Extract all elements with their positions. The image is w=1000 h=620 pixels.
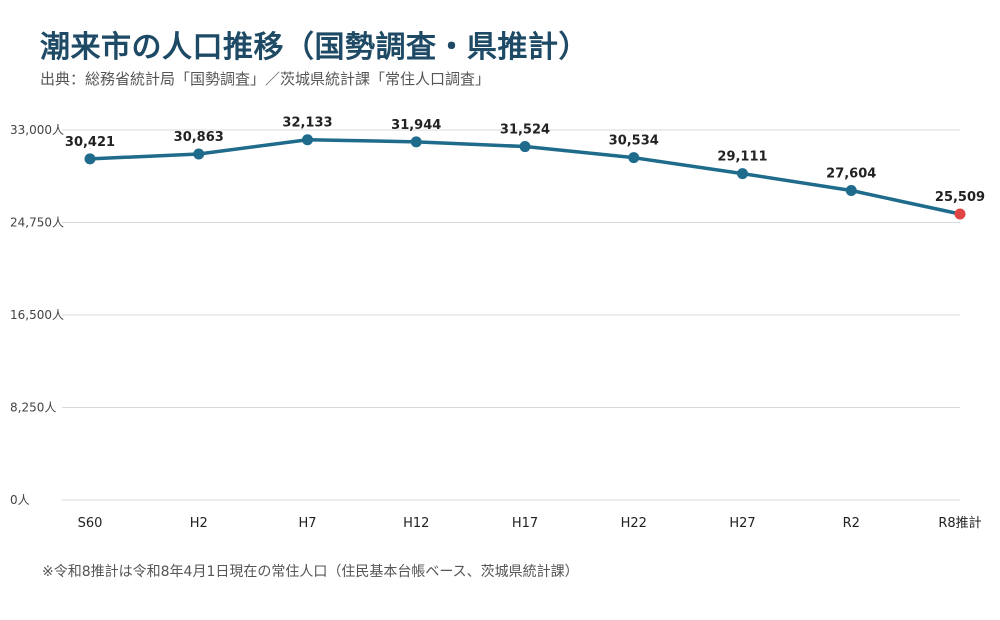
x-tick-label: R8推計 [938,515,981,531]
data-points [84,134,966,220]
x-tick-label: H17 [512,516,538,531]
y-tick-label: 8,250人 [10,401,56,415]
data-label: 30,534 [609,134,659,149]
chart-source: 出典：総務省統計局「国勢調査」／茨城県統計課「常住人口調査」 [40,70,491,88]
data-label: 29,111 [717,150,767,165]
chart-footnote: ※令和8推計は令和8年4月1日現在の常住人口（住民基本台帳ベース、茨城県統計課） [42,564,579,580]
x-tick-label: S60 [78,516,103,531]
data-point [302,134,313,146]
data-point [410,136,422,148]
data-point [193,148,205,160]
chart-title: 潮来市の人口推移（国勢調査・県推計） [40,30,589,65]
x-tick-label: H2 [190,516,208,531]
data-label: 32,133 [282,116,332,131]
data-point [954,208,966,220]
y-tick-label: 24,750人 [10,216,64,230]
data-point [737,168,748,180]
x-tick-label: H27 [729,516,755,531]
y-tick-label: 0人 [10,493,30,507]
data-point [84,153,96,165]
x-axis-ticks: S60 H2 H7 H12 H17 H22 H27 R2 R8推計 [78,515,982,531]
data-label: 27,604 [826,167,876,182]
y-tick-label: 16,500人 [10,308,64,322]
x-tick-label: H22 [621,516,647,531]
grid-lines [62,129,960,501]
x-tick-label: H7 [298,516,316,531]
data-label: 30,421 [65,135,115,150]
data-label: 30,863 [174,130,224,145]
data-label: 31,944 [391,118,441,133]
data-point [519,141,531,153]
y-axis-ticks: 0人 8,250人 16,500人 24,750人 33,000人 [10,123,64,507]
data-label: 25,509 [935,190,985,205]
x-tick-label: R2 [843,516,860,531]
data-labels: 30,421 30,863 32,133 31,944 31,524 30,534 29,1… [65,116,985,205]
x-tick-label: H12 [403,516,429,531]
data-point [845,185,857,197]
y-tick-label: 33,000人 [10,123,64,137]
data-label: 31,524 [500,123,550,138]
data-point [628,152,640,164]
